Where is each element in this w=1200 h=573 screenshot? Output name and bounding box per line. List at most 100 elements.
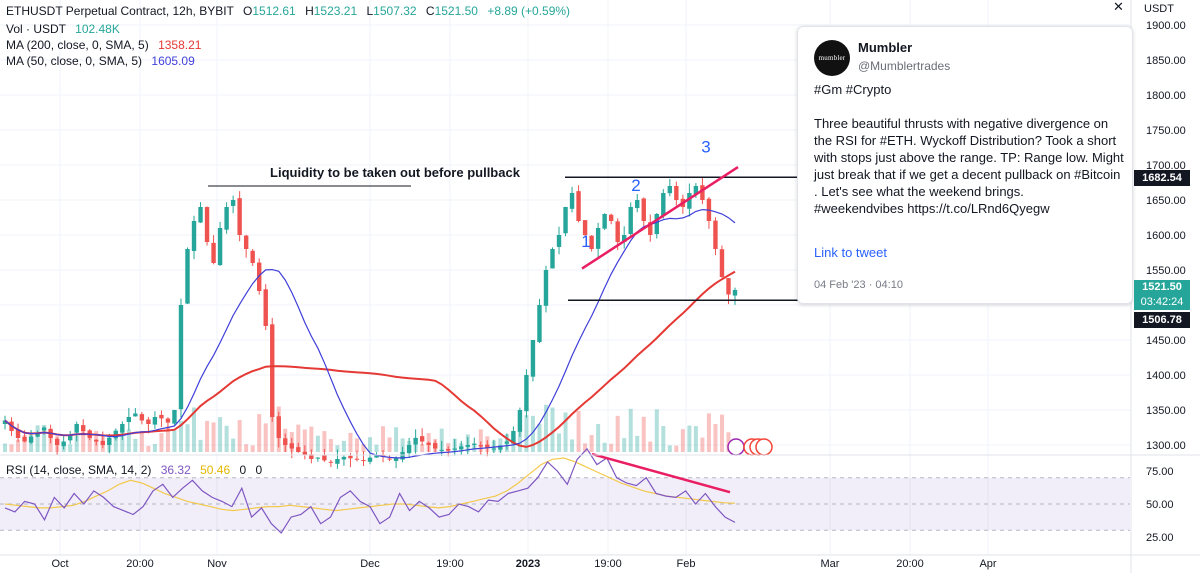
candle-body [498, 445, 503, 450]
volume-bar [309, 426, 314, 452]
rsi-pane [0, 447, 1130, 534]
candle-body [256, 262, 262, 291]
time-tick-label: 20:00 [126, 558, 154, 570]
price-tick-label: 1700.00 [1146, 160, 1186, 172]
time-tick-label: Oct [51, 558, 68, 570]
ma200-label: MA (200, close, 0, SMA, 5) [6, 38, 149, 52]
candle-body [602, 214, 607, 229]
event-marker-icon [727, 438, 745, 456]
volume-bar [328, 439, 333, 452]
volume-bar [322, 431, 327, 452]
candle-body [615, 221, 620, 242]
volume-bar [205, 420, 210, 452]
volume-bar [394, 427, 399, 452]
volume-bar [498, 438, 503, 452]
candle-body [315, 457, 321, 459]
volume-bar [3, 443, 7, 452]
volume-label: Vol · USDT [6, 22, 66, 36]
candle-body [608, 214, 614, 221]
volume-bar [550, 407, 555, 452]
tweet-author-name[interactable]: Mumbler [858, 40, 913, 55]
volume-bar [583, 443, 588, 452]
rsi-value: 36.32 [160, 463, 191, 477]
candle-body [524, 375, 529, 412]
volume-bar [674, 445, 679, 452]
volume-bar [381, 426, 386, 452]
candle-body [393, 457, 399, 461]
candle-body [661, 193, 666, 216]
rsi-legend: RSI (14, close, SMA, 14, 2) 36.32 50.46 … [6, 463, 262, 477]
link-to-tweet[interactable]: Link to tweet [814, 245, 887, 260]
volume-bar [706, 413, 711, 452]
candle-body [54, 438, 60, 445]
ma200-legend: MA (200, close, 0, SMA, 5) 1358.21 [6, 38, 201, 52]
volume-bar [250, 445, 255, 452]
avatar[interactable]: mumbler [814, 40, 850, 76]
candle-body [296, 447, 301, 452]
ma50-legend: MA (50, close, 0, SMA, 5) 1605.09 [6, 54, 195, 68]
volume-bar [641, 416, 646, 452]
candle-body [185, 249, 190, 304]
tweet-card[interactable]: mumbler Mumbler @Mumblertrades #Gm #Cryp… [797, 26, 1133, 304]
price-tick-label: 1300.00 [1146, 440, 1186, 452]
volume-bar [257, 414, 262, 452]
volume-bar [622, 438, 627, 452]
candle-body [530, 340, 536, 377]
volume-bar [700, 437, 705, 452]
time-tick-label: Mar [821, 558, 840, 570]
price-unit-label: USDT [1144, 3, 1174, 15]
candle-body [569, 193, 575, 209]
candle-body [100, 440, 105, 445]
candle-body [283, 438, 288, 445]
volume-value: 102.48K [75, 22, 120, 36]
volume-bar [178, 420, 183, 452]
volume-bar [439, 428, 444, 452]
candle-body [648, 222, 653, 235]
volume-legend: Vol · USDT 102.48K [6, 22, 120, 36]
volume-bar [172, 430, 177, 452]
candle-body [641, 198, 646, 221]
moving-averages [4, 208, 736, 459]
candle-body [621, 235, 627, 242]
candle-body [341, 456, 347, 460]
liquidity-annotation: Liquidity to be taken out before pullbac… [270, 165, 521, 180]
candle-body [302, 451, 308, 456]
volume-bar [231, 438, 236, 452]
candle-body [250, 250, 255, 263]
thrust-label-3: 3 [701, 137, 710, 156]
time-tick-label: 19:00 [436, 558, 464, 570]
volume-bar [478, 429, 483, 452]
candle-body [230, 200, 236, 206]
volume-bar [354, 438, 359, 452]
candle-body [726, 278, 731, 295]
range-high-price-flag: 1682.54 [1134, 170, 1190, 186]
candle-body [224, 207, 229, 230]
candle-body [152, 417, 158, 425]
volume-bar [81, 429, 86, 452]
candle-body [732, 289, 738, 296]
close-icon[interactable]: ✕ [1113, 0, 1124, 14]
price-tick-label: 1550.00 [1146, 265, 1186, 277]
volume-bar [661, 425, 666, 452]
tweet-author-handle[interactable]: @Mumblertrades [858, 59, 951, 73]
volume-bar [693, 426, 698, 452]
candle-body [387, 458, 392, 460]
candle-body [165, 418, 171, 423]
volume-bar [315, 435, 320, 452]
rsi-tick-label: 75.00 [1146, 466, 1174, 478]
candle-body [687, 193, 692, 209]
volume-bar [16, 439, 21, 452]
candle-body [335, 459, 340, 464]
candle-body [406, 445, 412, 454]
rsi-tick-label: 50.00 [1146, 499, 1174, 511]
candle-body [61, 441, 66, 447]
volume-bar [270, 406, 275, 452]
candle-body [452, 448, 457, 450]
candle-body [700, 185, 705, 200]
candle-body [485, 444, 490, 448]
volume-bar [224, 425, 229, 452]
volume-bar [296, 424, 301, 452]
candle-body [693, 186, 699, 195]
rising-trendline [581, 166, 739, 270]
candle-body [309, 454, 314, 459]
